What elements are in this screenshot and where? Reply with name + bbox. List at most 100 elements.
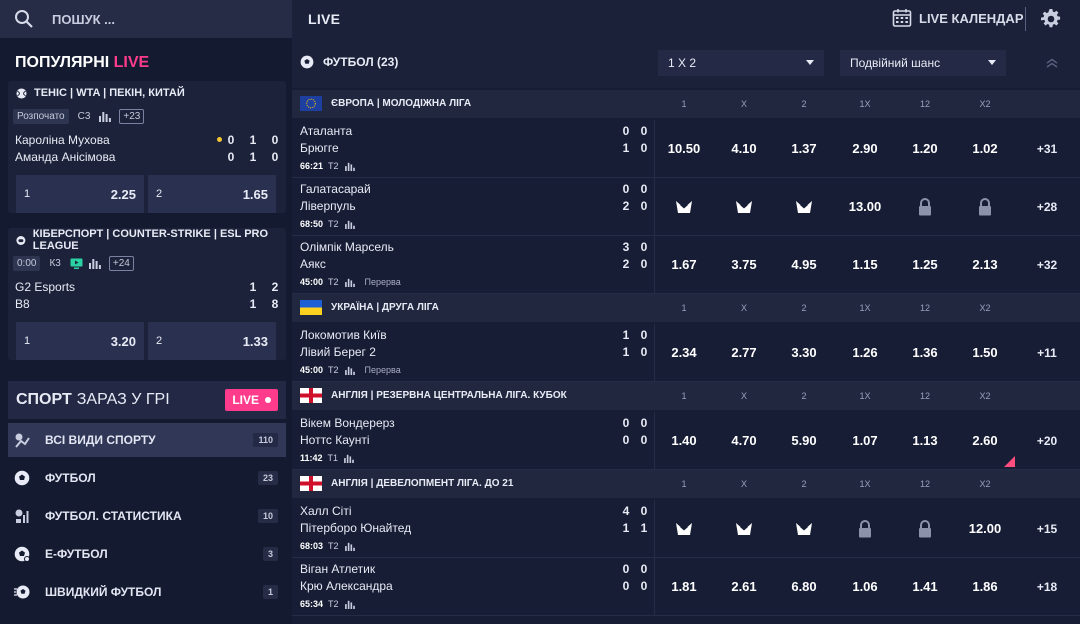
odds-cell[interactable]: 1.37 (791, 141, 817, 156)
more-markets-button[interactable]: +31 (1036, 141, 1058, 156)
odds-cell[interactable]: 10.50 (667, 141, 701, 156)
odds-cell[interactable]: 1.02 (972, 141, 998, 156)
match-row[interactable]: Галатасарай Ліверпуль 0 0 2 0 68:50 Т2 13.00 +28 (292, 178, 1080, 236)
market-select-secondary[interactable]: Подвійний шанс (840, 50, 1006, 76)
column-header: 12 (919, 391, 930, 401)
league-header[interactable]: УКРАЇНА | ДРУГА ЛІГА 1 X 2 1X 12 X2 (292, 294, 1080, 322)
match-row[interactable]: Вікем Вондерерз Ноттс Каунті 0 0 0 0 11:42 Т1 1.… (292, 412, 1080, 470)
more-markets-badge[interactable]: +24 (108, 255, 134, 271)
odds-cell[interactable]: 1.41 (912, 579, 938, 594)
stats-bars-icon[interactable] (344, 162, 355, 171)
card-league: КІБЕРСПОРТ | COUNTER-STRIKE | ESL PRO LE… (32, 228, 269, 252)
suspended-icon (796, 200, 812, 213)
odds-cell[interactable]: 3.30 (791, 345, 817, 360)
stats-bars-icon[interactable] (344, 454, 354, 463)
odds-cell[interactable]: 6.80 (791, 579, 817, 594)
match-row[interactable]: Локомотив Київ Лівий Берег 2 1 0 1 0 45:00 Т2 Пе… (292, 324, 1080, 382)
chevron-up-icon[interactable] (1046, 58, 1058, 68)
match-row[interactable]: Халл Сіті Пітерборо Юнайтед 4 0 1 1 68:03 Т2 12.… (292, 500, 1080, 558)
search-icon[interactable] (14, 9, 34, 29)
match-row[interactable]: Олімпік Марсель Аякс 3 0 2 0 45:00 Т2 Перерва 1.6… (292, 236, 1080, 294)
odds-cell[interactable]: 1.86 (972, 579, 998, 594)
more-markets-button[interactable]: +15 (1036, 521, 1058, 536)
lock-icon (919, 519, 931, 537)
stats-bars-icon[interactable] (88, 258, 101, 269)
odds-cell[interactable]: 2.60 (972, 433, 998, 448)
match-row[interactable]: Аталанта Брюгге 0 0 1 0 66:21 Т2 10.50 4.10 1.37 2.… (292, 120, 1080, 178)
sidebar-item-all-sports[interactable]: ВСІ ВИДИ СПОРТУ 110 (8, 423, 286, 457)
stats-bars-icon[interactable] (344, 600, 355, 609)
odds-cell[interactable]: 1.67 (671, 257, 697, 272)
odds-cell[interactable]: 2.34 (671, 345, 697, 360)
gear-icon[interactable] (1041, 9, 1061, 29)
odds-cell[interactable]: 2.61 (731, 579, 757, 594)
odds-cell[interactable]: 5.90 (791, 433, 817, 448)
live-filter-button[interactable]: LIVE (225, 389, 278, 411)
match-time: 66:21 (300, 161, 324, 171)
odds-button[interactable]: 1 2.25 (16, 175, 144, 213)
sidebar-item-efootball[interactable]: Е-ФУТБОЛ 3 (8, 537, 286, 571)
match-row[interactable]: Віган Атлетик Крю Александра 0 0 0 0 65:34 Т2 1.… (292, 558, 1080, 616)
odds-cell[interactable]: 4.95 (791, 257, 817, 272)
stats-bars-icon[interactable] (344, 366, 355, 375)
odds-cell[interactable]: 1.07 (852, 433, 878, 448)
match-time: 68:03 (300, 541, 324, 551)
score: 0 (271, 149, 279, 164)
stream-icon[interactable] (70, 258, 83, 269)
sport-now-subtitle: ЗАРАЗ У ГРІ (76, 391, 170, 408)
search-box[interactable] (0, 0, 292, 38)
odds-button[interactable]: 2 1.65 (148, 175, 276, 213)
odds-cell[interactable]: 1.25 (912, 257, 938, 272)
odds-cell[interactable]: 12.00 (968, 521, 1002, 536)
stats-bars-icon[interactable] (344, 278, 355, 287)
more-markets-button[interactable]: +18 (1036, 579, 1058, 594)
stats-bars-icon[interactable] (99, 111, 112, 122)
stats-bars-icon[interactable] (344, 542, 355, 551)
popular-event-card[interactable]: КІБЕРСПОРТ | COUNTER-STRIKE | ESL PRO LE… (8, 228, 286, 360)
sport-title: ФУТБОЛ (23) (300, 55, 398, 69)
match-time: 45:00 (300, 277, 324, 287)
odds-button[interactable]: 2 1.33 (148, 322, 276, 360)
sidebar-item-football-stats[interactable]: ФУТБОЛ. СТАТИСТИКА 10 (8, 499, 286, 533)
odds-cell[interactable]: 2.13 (972, 257, 998, 272)
odds-cell[interactable]: 1.81 (671, 579, 697, 594)
more-markets-button[interactable]: +32 (1036, 257, 1058, 272)
score: 0 (622, 579, 630, 593)
odds-cell[interactable]: 3.75 (731, 257, 757, 272)
league-header[interactable]: АНГЛІЯ | ДЕВЕЛОПМЕНТ ЛІГА. ДО 21 1 X 2 1X 12 X… (292, 470, 1080, 498)
odds-cell[interactable]: 13.00 (848, 199, 882, 214)
odds-cell[interactable]: 1.15 (852, 257, 878, 272)
odds-cell[interactable]: 1.20 (912, 141, 938, 156)
odds-cell[interactable]: 1.26 (852, 345, 878, 360)
odds-cell[interactable]: 2.77 (731, 345, 757, 360)
odds-cell[interactable]: 1.06 (852, 579, 878, 594)
more-markets-button[interactable]: +28 (1036, 199, 1058, 214)
column-header: 1 (681, 479, 687, 489)
search-input[interactable] (52, 11, 252, 27)
live-calendar-link[interactable]: LIVE КАЛЕНДАР (892, 8, 1024, 28)
odds-cell[interactable]: 1.50 (972, 345, 998, 360)
odds-button[interactable]: 1 3.20 (16, 322, 144, 360)
market-select-value: 1 X 2 (668, 56, 697, 70)
popular-event-card[interactable]: ТЕНІС | WTA | ПЕКІН, КИТАЙ Розпочато С3 … (8, 81, 286, 213)
league-header[interactable]: АНГЛІЯ | РЕЗЕРВНА ЦЕНТРАЛЬНА ЛІГА. КУБОК… (292, 382, 1080, 410)
card-header: КІБЕРСПОРТ | COUNTER-STRIKE | ESL PRO LE… (8, 228, 286, 252)
odds-cell[interactable]: 2.90 (852, 141, 878, 156)
market-select-value: Подвійний шанс (850, 56, 941, 70)
sidebar-item-football[interactable]: ФУТБОЛ 23 (8, 461, 286, 495)
odds-cell[interactable]: 1.36 (912, 345, 938, 360)
match-period: Т2 (328, 365, 339, 375)
odds-cell[interactable]: 4.70 (731, 433, 757, 448)
more-markets-button[interactable]: +11 (1037, 345, 1057, 360)
odds-cell[interactable]: 1.40 (671, 433, 697, 448)
odds-pair: 1 3.20 2 1.33 (8, 322, 286, 360)
odds-cell[interactable]: 4.10 (731, 141, 757, 156)
sidebar-item-fast-football[interactable]: ШВИДКИЙ ФУТБОЛ 1 (8, 575, 286, 609)
league-header[interactable]: ЄВРОПА | МОЛОДІЖНА ЛІГА 1 X 2 1X 12 X2 (292, 90, 1080, 118)
more-markets-badge[interactable]: +23 (119, 108, 145, 124)
market-select[interactable]: 1 X 2 (658, 50, 824, 76)
stats-bars-icon[interactable] (344, 220, 355, 229)
column-header: 1 (681, 391, 687, 401)
odds-cell[interactable]: 1.13 (912, 433, 938, 448)
more-markets-button[interactable]: +20 (1036, 433, 1058, 448)
